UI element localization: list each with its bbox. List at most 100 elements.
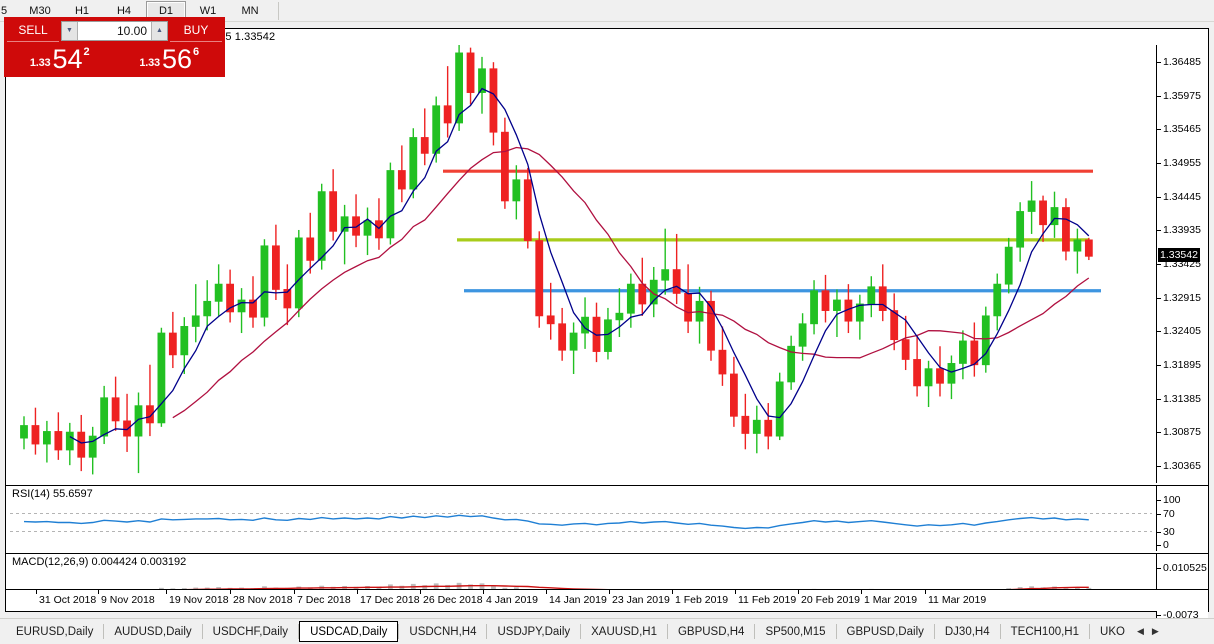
candle bbox=[730, 356, 738, 427]
tick-mark bbox=[1157, 568, 1161, 569]
candle bbox=[375, 198, 383, 250]
candle bbox=[386, 162, 395, 245]
sell-button[interactable]: SELL bbox=[7, 19, 59, 42]
volume-increase-icon[interactable]: ▲ bbox=[151, 21, 167, 40]
symbol-tab-usdcad-daily[interactable]: USDCAD,Daily bbox=[299, 621, 399, 642]
candle bbox=[558, 307, 567, 361]
candle bbox=[546, 282, 555, 340]
candle bbox=[878, 264, 887, 322]
tick-mark bbox=[1157, 61, 1161, 63]
candle bbox=[283, 264, 292, 326]
tab-divider bbox=[486, 624, 488, 639]
candle bbox=[271, 224, 280, 301]
rsi-tick-label: 100 bbox=[1163, 494, 1181, 506]
date-tick-mark bbox=[420, 590, 421, 594]
candle bbox=[890, 293, 899, 351]
buy-price-big: 56 bbox=[161, 44, 193, 74]
tab-divider bbox=[933, 624, 935, 639]
symbol-tab-audusd-daily[interactable]: AUDUSD,Daily bbox=[114, 625, 192, 638]
volume-input[interactable]: 10.00 bbox=[78, 21, 151, 40]
symbol-tab-xauusd-h1[interactable]: XAUUSD,H1 bbox=[591, 625, 657, 638]
candle bbox=[443, 66, 452, 138]
price-tick-label: 1.34445 bbox=[1163, 190, 1201, 203]
price-tick-label: 1.34955 bbox=[1163, 156, 1201, 169]
date-axis-label: 11 Feb 2019 bbox=[738, 594, 797, 606]
timeframe-button-mn[interactable]: MN bbox=[241, 4, 259, 17]
tick-mark bbox=[1157, 513, 1161, 515]
timeframe-button-w1[interactable]: W1 bbox=[199, 4, 217, 17]
candle bbox=[833, 289, 841, 337]
symbol-tab-dj30-h4[interactable]: DJ30,H4 bbox=[944, 625, 990, 638]
candle bbox=[626, 273, 635, 328]
candle bbox=[54, 412, 63, 460]
sell-price-prefix: 1.33 bbox=[29, 57, 51, 69]
scroll-right-icon[interactable]: ▶ bbox=[1151, 626, 1159, 636]
timeframe-button-m30[interactable]: M30 bbox=[29, 4, 51, 17]
sell-price-big: 54 bbox=[52, 44, 83, 74]
date-axis-label: 28 Nov 2018 bbox=[233, 594, 293, 606]
candle bbox=[420, 108, 429, 166]
price-scale[interactable]: 1.36485 1.35975 1.35465 1.34955 1.34445 1.339… bbox=[1156, 45, 1208, 483]
date-axis[interactable]: 31 Oct 2018 9 Nov 2018 19 Nov 2018 28 Nov 2… bbox=[6, 589, 1208, 611]
symbol-tab-usdjpy-daily[interactable]: USDJPY,Daily bbox=[497, 625, 571, 638]
candle bbox=[993, 273, 1002, 331]
tick-mark bbox=[1157, 615, 1161, 616]
timeframe-toolbar: 5 M30 H1 H4 D1 W1 MN bbox=[0, 0, 1214, 22]
tick-mark bbox=[1157, 162, 1161, 164]
tab-scroll-controls[interactable]: ◀ ▶ bbox=[1137, 626, 1159, 637]
candle bbox=[981, 306, 990, 373]
current-price-label: 1.33542 bbox=[1158, 248, 1200, 263]
symbol-tab-eurusd-daily[interactable]: EURUSD,Daily bbox=[16, 625, 94, 638]
symbol-tab-gbpusd-h4[interactable]: GBPUSD,H4 bbox=[677, 625, 745, 638]
candle bbox=[111, 376, 120, 431]
candle bbox=[352, 194, 360, 248]
tick-mark bbox=[1157, 466, 1161, 468]
rsi-scale[interactable]: 100 70 30 0 bbox=[1156, 485, 1208, 551]
symbol-tab-gbpusd-daily[interactable]: GBPUSD,Daily bbox=[846, 625, 924, 638]
volume-stepper[interactable]: ▼ 10.00 ▲ bbox=[61, 20, 168, 41]
buy-price-sup: 6 bbox=[193, 46, 200, 58]
candle bbox=[1084, 237, 1093, 261]
candle bbox=[913, 335, 921, 397]
candle bbox=[535, 231, 544, 328]
date-tick-mark bbox=[294, 590, 295, 594]
candle bbox=[157, 327, 166, 427]
candle bbox=[810, 280, 818, 335]
symbol-tab-usdchf-daily[interactable]: USDCHF,Daily bbox=[212, 625, 289, 638]
timeframe-button-5[interactable]: 5 bbox=[0, 4, 8, 17]
sell-price-quote[interactable]: 1.33 54 2 bbox=[7, 42, 113, 74]
symbol-tab-sp500-m15[interactable]: SP500,M15 bbox=[765, 625, 826, 638]
date-axis-label: 23 Jan 2019 bbox=[612, 594, 670, 606]
candle bbox=[123, 393, 131, 452]
volume-decrease-icon[interactable]: ▼ bbox=[62, 21, 78, 40]
price-pane[interactable] bbox=[6, 45, 1156, 483]
rsi-label: RSI(14) 55.6597 bbox=[12, 488, 93, 500]
date-tick-mark bbox=[735, 590, 736, 594]
price-tick-label: 1.31895 bbox=[1163, 359, 1201, 372]
candle bbox=[752, 405, 761, 454]
candle bbox=[615, 288, 624, 337]
candle bbox=[260, 239, 269, 327]
timeframe-button-h1[interactable]: H1 bbox=[74, 4, 90, 17]
candle bbox=[363, 207, 372, 256]
date-axis-label: 9 Nov 2018 bbox=[101, 594, 155, 606]
scroll-left-icon[interactable]: ◀ bbox=[1136, 626, 1144, 636]
timeframe-button-h4[interactable]: H4 bbox=[116, 4, 132, 17]
date-axis-label: 31 Oct 2018 bbox=[39, 594, 97, 606]
symbol-tab-tech100-h1[interactable]: TECH100,H1 bbox=[1010, 625, 1080, 638]
price-tick-label: 1.35465 bbox=[1163, 123, 1201, 136]
symbol-tab-uko[interactable]: UKO bbox=[1100, 625, 1125, 638]
rsi-line bbox=[23, 514, 1089, 530]
candlestick-chart bbox=[20, 45, 1101, 475]
rsi-pane[interactable]: RSI(14) 55.6597 bbox=[6, 485, 1156, 551]
candle bbox=[523, 167, 532, 249]
candle bbox=[821, 274, 830, 323]
symbol-tab-usdcnh-h4[interactable]: USDCNH,H4 bbox=[409, 625, 477, 638]
buy-button[interactable]: BUY bbox=[170, 19, 222, 42]
tick-mark bbox=[1157, 398, 1161, 400]
candle bbox=[203, 280, 212, 331]
buy-price-quote[interactable]: 1.33 56 6 bbox=[116, 42, 222, 74]
candle bbox=[638, 257, 647, 316]
trade-panel-price-row: 1.33 54 2 1.33 56 6 bbox=[4, 42, 225, 77]
